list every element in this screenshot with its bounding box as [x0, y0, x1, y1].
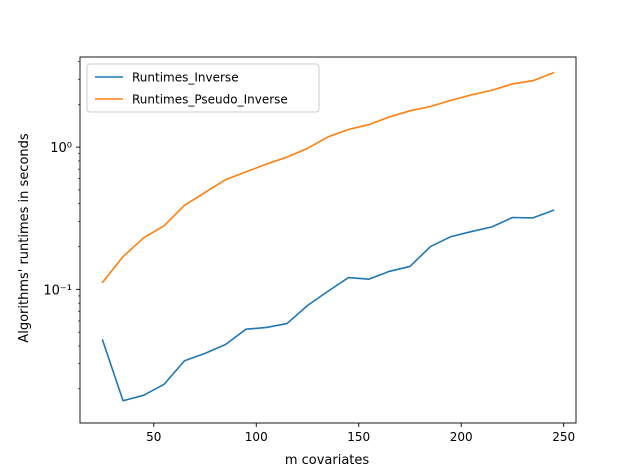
plot-frame	[79, 56, 577, 424]
x-tick-label: 100	[245, 430, 268, 444]
series-line-2	[101, 71, 555, 284]
x-tick-label: 150	[347, 430, 370, 444]
plot-area	[101, 71, 555, 402]
series-line-1	[101, 209, 555, 402]
x-axis-label: m covariates	[285, 453, 370, 468]
axes: 50 100 150 200 250 10⁻¹ 10⁰	[43, 56, 577, 444]
y-tick-label: 10⁻¹	[43, 283, 72, 298]
legend-label-2: Runtimes_Pseudo_Inverse	[132, 93, 288, 107]
legend: Runtimes_Inverse Runtimes_Pseudo_Inverse	[86, 63, 320, 113]
y-axis-label: Algorithms' runtimes in seconds	[17, 133, 32, 343]
x-tick-label: 50	[146, 430, 161, 444]
x-tick-label: 200	[450, 430, 473, 444]
legend-box	[86, 63, 320, 113]
legend-label-1: Runtimes_Inverse	[132, 71, 239, 85]
x-tick-label: 250	[552, 430, 575, 444]
y-tick-label: 10⁰	[50, 141, 72, 156]
